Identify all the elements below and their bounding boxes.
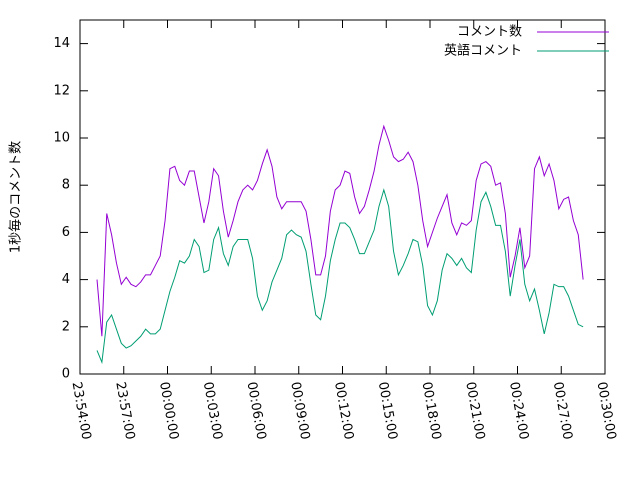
series-line [96,188,584,365]
x-tick-label: 00:06:00 [244,381,269,441]
x-tick-label: 00:03:00 [200,381,225,441]
plot-frame [79,19,606,375]
x-tick-label: 00:30:00 [594,381,619,441]
y-tick-label: 6 [62,225,70,240]
x-tick-label: 23:54:00 [69,381,94,441]
x-tick-label: 00:00:00 [156,381,181,441]
x-tick-label: 23:57:00 [112,381,137,441]
series-line [96,124,584,337]
x-tick-label: 00:12:00 [331,381,356,441]
y-tick-label: 2 [62,319,70,334]
y-tick-label: 4 [62,272,70,287]
y-tick-label: 12 [53,83,70,98]
y-tick-label: 14 [53,36,70,51]
y-tick-label: 0 [62,367,70,382]
x-tick-label: 00:09:00 [287,381,312,441]
x-tick-label: 00:27:00 [550,381,575,441]
x-tick-label: 00:21:00 [462,381,487,441]
y-tick-label: 8 [62,178,70,193]
legend-label: 英語コメント [444,43,522,59]
y-axis-label: 1秒毎のコメント数 [8,141,24,253]
x-tick-label: 00:18:00 [419,381,444,441]
legend-label: コメント数 [457,25,522,40]
y-tick-label: 10 [53,131,70,146]
x-tick-label: 00:24:00 [506,381,531,441]
x-tick-label: 00:15:00 [375,381,400,441]
